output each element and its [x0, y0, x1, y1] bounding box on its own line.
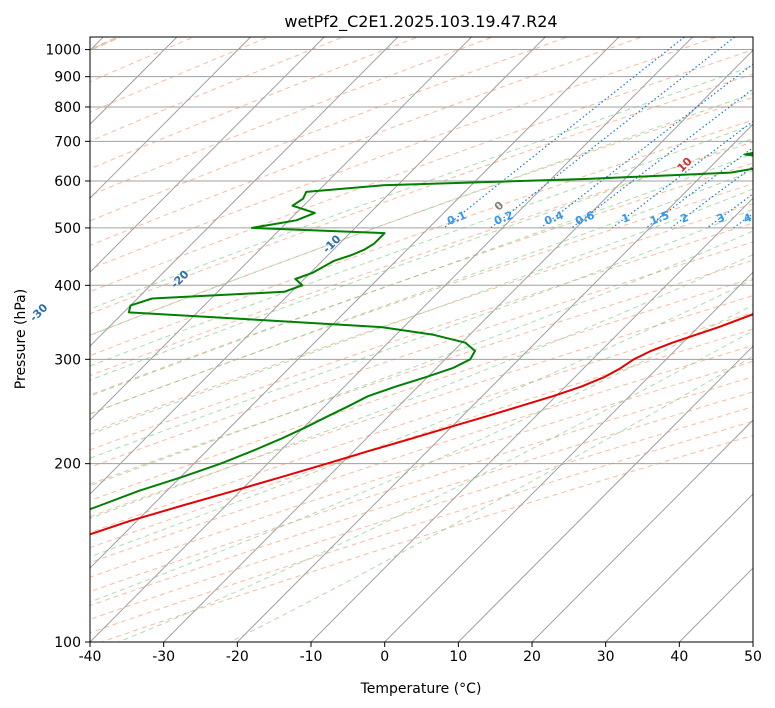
dry-adiabat: [90, 119, 753, 357]
isotherm--40: [90, 37, 694, 642]
isotherm--50: [90, 37, 620, 569]
x-axis-label: Temperature (°C): [360, 681, 482, 697]
plot-frame: [89, 36, 754, 643]
x-tick-label: -30: [152, 649, 175, 665]
mixing-ratio-line: [490, 37, 736, 229]
mixing-ratio-label: 3: [715, 211, 727, 226]
moist-adiabat: [90, 188, 753, 436]
y-axis-ticks: 100 200 300 400 500 600 700 800 900 1000: [45, 43, 90, 651]
isotherm--20: [236, 123, 753, 642]
isotherm-10: [457, 345, 753, 642]
y-tick-label: 1000: [45, 43, 81, 59]
isotherm--90: [90, 37, 325, 273]
isotherm--80: [90, 37, 399, 347]
dry-adiabat: [90, 277, 753, 502]
y-tick-label: 100: [54, 635, 81, 651]
y-tick-label: 500: [54, 221, 81, 237]
y-tick-label: 200: [54, 457, 81, 473]
dry-adiabat: [90, 391, 753, 607]
isotherm-30: [604, 493, 753, 642]
isotherm--100: [90, 37, 252, 199]
x-tick-label: -40: [79, 649, 102, 665]
isotherm--60: [90, 37, 546, 495]
dry-adiabat: [90, 328, 753, 549]
dry-adiabat-label: -30: [27, 301, 50, 324]
x-tick-label: -20: [226, 649, 249, 665]
dry-adiabat: [90, 49, 753, 293]
isotherm-20: [531, 419, 753, 642]
isotherm--70: [90, 37, 473, 421]
temperature-line: [90, 313, 753, 536]
mixing-ratio-label: 2: [679, 211, 691, 226]
dry-adiabat: [90, 141, 753, 377]
dry-adiabat: [90, 376, 753, 593]
y-tick-label: 300: [54, 352, 81, 368]
isotherm-0: [383, 271, 753, 642]
chart-title: wetPf2_C2E1.2025.103.19.47.R24: [284, 12, 557, 32]
y-tick-label: 800: [54, 100, 81, 116]
dry-adiabat: [90, 344, 753, 564]
mixing-ratio-lines: [443, 37, 753, 229]
mixing-ratio-line: [443, 37, 686, 229]
isotherm--10: [310, 197, 753, 642]
x-tick-label: 50: [744, 649, 762, 665]
profile-series: [90, 151, 753, 536]
x-tick-label: 0: [380, 649, 389, 665]
mixing-ratio-line: [540, 63, 753, 229]
isotherm--30: [162, 49, 753, 642]
y-axis-label: Pressure (hPa): [13, 289, 29, 389]
x-axis-ticks: -40 -30 -20 -10 0 10 20 30 40 50: [79, 642, 762, 665]
moist-adiabat: [90, 278, 753, 558]
plot-background: [90, 37, 753, 642]
isotherms: [90, 37, 753, 642]
mixing-ratio-line: [611, 120, 753, 229]
y-tick-label: 700: [54, 134, 81, 150]
isobars: [90, 49, 753, 642]
y-tick-label: 400: [54, 278, 81, 294]
y-tick-label: 900: [54, 70, 81, 86]
dry-adiabat: [90, 295, 753, 518]
x-tick-label: 20: [523, 649, 541, 665]
x-tick-label: 10: [449, 649, 467, 665]
dry-adiabat: [90, 222, 753, 451]
moist-adiabat: [90, 170, 753, 415]
moist-adiabat: [90, 254, 753, 519]
moist-adiabat: [90, 92, 753, 336]
dewpoint-line: [90, 151, 753, 511]
dry-adiabat: [90, 241, 753, 468]
x-tick-label: -10: [300, 649, 323, 665]
moist-adiabat: [90, 138, 753, 381]
mixing-ratio-label: 1: [620, 211, 632, 226]
y-tick-label: 600: [54, 174, 81, 190]
x-tick-label: 30: [597, 649, 615, 665]
x-tick-label: 40: [670, 649, 688, 665]
